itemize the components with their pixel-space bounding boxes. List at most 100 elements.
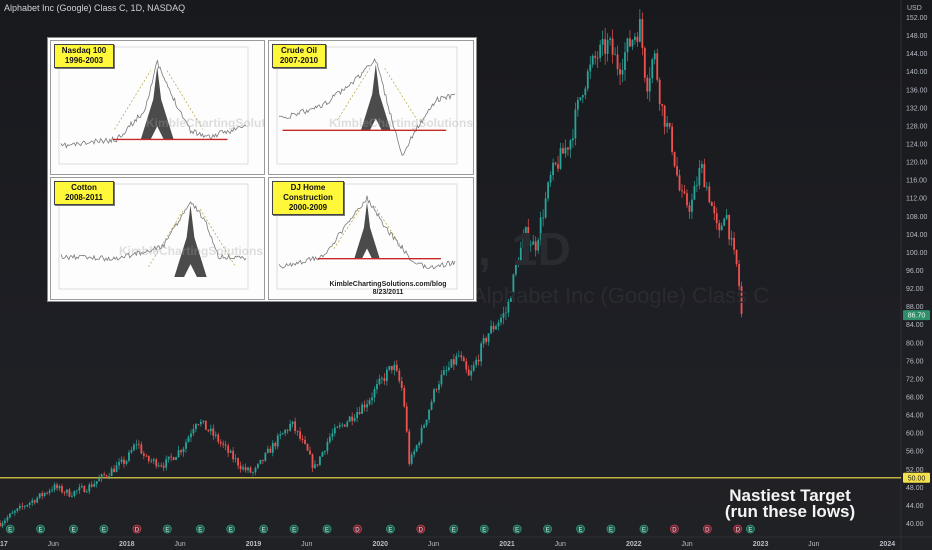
- candle-body: [130, 450, 133, 453]
- candle-body: [68, 489, 71, 497]
- candle-body: [175, 457, 177, 460]
- event-marker-letter: E: [388, 528, 392, 534]
- candle-body: [373, 389, 376, 398]
- event-marker: [512, 524, 522, 534]
- candle-body: [393, 364, 396, 371]
- event-marker: [639, 524, 649, 534]
- watermark-timeframe: 1D: [512, 223, 571, 275]
- candle-body: [358, 411, 361, 414]
- candle-body: [584, 88, 587, 96]
- candle-body: [75, 490, 78, 492]
- candle-body: [11, 512, 14, 514]
- candle-body: [517, 263, 520, 265]
- event-marker-letter: E: [642, 528, 646, 534]
- candle-body: [658, 79, 661, 105]
- candle-body: [323, 451, 326, 453]
- candle-body: [725, 214, 728, 219]
- candle-body: [688, 205, 691, 212]
- panel-label-line2: 2008-2011: [65, 193, 103, 202]
- candle-body: [137, 444, 140, 446]
- candle-body: [182, 448, 185, 453]
- candle-body: [224, 444, 227, 446]
- candle-body: [296, 430, 299, 432]
- candle-body: [195, 424, 197, 430]
- candle-body: [703, 164, 706, 188]
- y-tick-label: 128.00: [906, 123, 928, 130]
- symbol-title[interactable]: Alphabet Inc (Google) Class C, 1D, NASDA…: [4, 3, 186, 13]
- panel-trendline-up: [336, 68, 371, 121]
- event-marker: [36, 524, 45, 534]
- candle-body: [648, 78, 651, 92]
- panel-label: Cotton 2008-2011: [54, 181, 114, 205]
- candle-body: [445, 370, 448, 371]
- event-marker-letter: E: [8, 528, 12, 534]
- candle-body: [271, 442, 274, 453]
- y-tick-label: 52.00: [906, 467, 924, 474]
- panel-frame: [58, 183, 249, 290]
- candle-body: [738, 263, 740, 287]
- candle-body: [472, 365, 475, 371]
- event-marker: [670, 524, 679, 534]
- candle-body: [381, 378, 383, 379]
- candle-body: [552, 162, 554, 176]
- y-tick-label: 44.00: [906, 503, 924, 510]
- candle-body: [269, 448, 272, 453]
- candle-body: [118, 461, 120, 466]
- x-tick-label: 2020: [372, 541, 388, 548]
- event-marker-letter: E: [72, 528, 76, 534]
- candle-body: [281, 433, 284, 435]
- event-marker-letter: E: [229, 528, 233, 534]
- y-tick-label: 64.00: [906, 413, 924, 420]
- y-tick-label: 104.00: [906, 232, 928, 239]
- event-marker: [353, 524, 362, 534]
- candle-body: [596, 57, 599, 59]
- candle-body: [162, 465, 165, 468]
- event-marker-letter: E: [325, 528, 329, 534]
- candle-body: [140, 444, 143, 454]
- candle-body: [157, 465, 160, 467]
- panel-watermark: KimbleChartingSolutions.com/blog: [329, 116, 474, 130]
- annotation-line-1[interactable]: Nastiest Target: [729, 486, 851, 505]
- candle-body: [71, 496, 73, 497]
- annotation-line-2[interactable]: (run these lows): [724, 502, 856, 521]
- event-marker-letter: E: [165, 528, 169, 534]
- candle-body: [232, 450, 235, 460]
- event-marker-letter: E: [292, 528, 296, 534]
- candle-body: [408, 431, 411, 464]
- candle-body: [26, 504, 29, 507]
- y-tick-label: 56.00: [906, 449, 924, 456]
- candle-body: [103, 474, 106, 476]
- candle-body: [56, 484, 58, 489]
- target-price-label: 50.00: [908, 475, 926, 482]
- candle-body: [147, 455, 150, 461]
- candle-body: [259, 459, 262, 464]
- y-tick-label: 132.00: [906, 105, 928, 112]
- candle-body: [155, 459, 158, 467]
- candle-body: [740, 286, 743, 314]
- eiffel-tower-pattern-collage: Nasdaq 100 1996-2003 KimbleChartingSolut…: [47, 37, 477, 302]
- y-tick-label: 136.00: [906, 87, 928, 94]
- y-tick-label: 60.00: [906, 431, 924, 438]
- candle-body: [638, 19, 641, 42]
- candle-body: [599, 44, 602, 58]
- candle-body: [299, 431, 301, 439]
- candle-body: [440, 374, 443, 385]
- x-tick-label: Jun: [681, 541, 692, 548]
- candle-body: [306, 443, 309, 451]
- candle-body: [646, 77, 649, 92]
- eiffel-tower-icon: [354, 202, 380, 259]
- candle-body: [289, 423, 292, 431]
- y-tick-label: 68.00: [906, 394, 924, 401]
- candle-body: [460, 355, 463, 358]
- event-marker-letter: E: [748, 528, 752, 534]
- candle-body: [708, 186, 711, 203]
- candle-body: [710, 202, 713, 207]
- x-tick-label: 2021: [499, 541, 515, 548]
- candle-body: [467, 369, 470, 376]
- candle-body: [48, 490, 51, 493]
- panel-label: Crude Oil 2007-2010: [272, 44, 326, 68]
- candle-body: [691, 199, 693, 212]
- candle-body: [338, 425, 341, 427]
